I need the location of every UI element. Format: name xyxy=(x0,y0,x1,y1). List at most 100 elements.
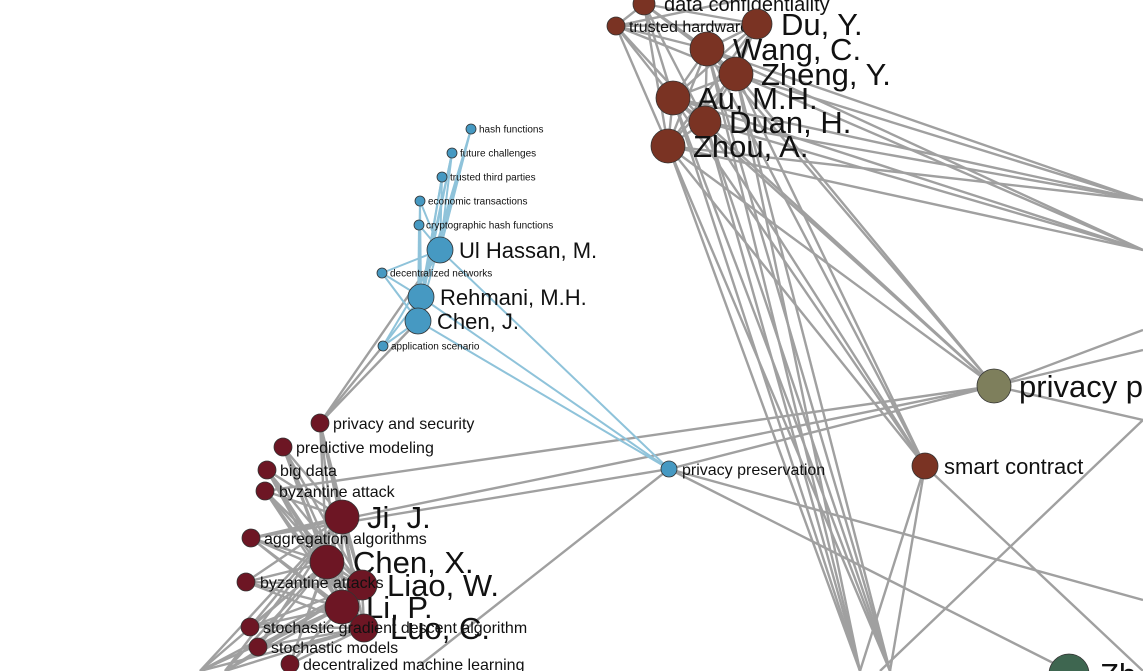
node-decentralized-machine-learning[interactable] xyxy=(280,654,300,671)
label-stochastic-gradient-descent-algorithm: stochastic gradient descent algorithm xyxy=(263,620,527,637)
node-chen-j[interactable] xyxy=(404,307,432,335)
edge xyxy=(888,465,927,671)
edge xyxy=(993,328,1143,388)
label-wang-c: Wang, C. xyxy=(733,32,861,67)
label-smart-contract: smart contract xyxy=(944,454,1083,479)
edge xyxy=(643,3,737,75)
label-future-challenges: future challenges xyxy=(460,149,536,160)
edge xyxy=(734,73,892,671)
label-economic-transactions: economic transactions xyxy=(428,197,528,208)
label-application-scenario: application scenario xyxy=(391,342,480,353)
edge xyxy=(704,120,1143,202)
label-chen-j: Chen, J. xyxy=(437,309,519,334)
edge xyxy=(266,469,363,586)
node-data-confidentiality[interactable] xyxy=(632,0,656,16)
label-zheng-y: Zheng, Y. xyxy=(761,57,891,92)
edge xyxy=(668,384,995,471)
node-privacy-and-security[interactable] xyxy=(310,413,330,433)
label-luo-c: Luo, C. xyxy=(390,611,490,646)
label-privacy-and-security: privacy and security xyxy=(333,416,474,433)
node-zh[interactable] xyxy=(1048,653,1090,671)
edge xyxy=(734,73,862,671)
label-au-mh: Au, M.H. xyxy=(697,81,818,116)
edge xyxy=(666,145,892,671)
node-li-p[interactable] xyxy=(324,589,360,625)
node-predictive-modeling[interactable] xyxy=(273,437,293,457)
node-future-challenges[interactable] xyxy=(446,147,458,159)
label-du-y: Du, Y. xyxy=(781,7,863,42)
edge xyxy=(417,320,670,470)
node-wang-c[interactable] xyxy=(689,31,725,67)
edge xyxy=(615,25,706,123)
edge xyxy=(993,384,1143,422)
label-privacy-preservation: privacy preservation xyxy=(682,462,825,479)
label-ji-j: Ji, J. xyxy=(367,500,431,535)
edge xyxy=(703,121,892,671)
node-zhou-a[interactable] xyxy=(650,128,686,164)
edge xyxy=(256,516,344,648)
node-byzantine-attack[interactable] xyxy=(255,481,275,501)
node-du-y[interactable] xyxy=(741,8,773,40)
edge xyxy=(199,561,328,671)
edge xyxy=(264,490,363,586)
edge xyxy=(265,469,344,608)
edge xyxy=(319,345,384,424)
label-aggregation-algorithms: aggregation algorithms xyxy=(264,531,427,548)
node-duan-h[interactable] xyxy=(688,105,722,139)
node-hash-functions[interactable] xyxy=(465,123,477,135)
edge xyxy=(704,121,995,387)
node-decentralized-networks[interactable] xyxy=(376,267,388,279)
edge xyxy=(993,348,1143,388)
edge xyxy=(671,97,862,671)
label-big-data: big data xyxy=(280,463,337,480)
edge xyxy=(224,516,343,671)
edge xyxy=(668,467,1070,671)
node-privacy-p[interactable] xyxy=(976,368,1012,404)
node-stochastic-gradient-descent-algorithm[interactable] xyxy=(240,617,260,637)
edge xyxy=(704,120,1143,252)
node-chen-x[interactable] xyxy=(309,544,345,580)
edge xyxy=(319,320,419,424)
node-zheng-y[interactable] xyxy=(718,56,754,92)
node-liao-w[interactable] xyxy=(346,569,378,601)
node-ji-j[interactable] xyxy=(324,499,360,535)
edge xyxy=(250,384,995,540)
edge xyxy=(615,0,741,28)
node-smart-contract[interactable] xyxy=(911,452,939,480)
edge xyxy=(735,72,1143,202)
edge xyxy=(668,467,1143,602)
node-trusted-third-parties[interactable] xyxy=(436,171,448,183)
label-chen-x: Chen, X. xyxy=(353,545,474,580)
node-privacy-preservation[interactable] xyxy=(660,460,678,478)
node-aggregation-algorithms[interactable] xyxy=(241,528,261,548)
edge xyxy=(924,465,1143,671)
label-cryptographic-hash-functions: cryptographic hash functions xyxy=(426,221,553,232)
node-trusted-hardwares[interactable] xyxy=(606,16,626,36)
label-byzantine-attacks: byzantine attacks xyxy=(260,575,384,592)
node-big-data[interactable] xyxy=(257,460,277,480)
edge xyxy=(735,72,1143,252)
label-byzantine-attack: byzantine attack xyxy=(279,484,396,501)
node-economic-transactions[interactable] xyxy=(414,195,426,207)
label-hash-functions: hash functions xyxy=(479,125,544,136)
label-privacy-p: privacy p xyxy=(1019,369,1143,404)
node-au-mh[interactable] xyxy=(655,80,691,116)
node-luo-c[interactable] xyxy=(349,613,379,643)
edge xyxy=(705,48,862,671)
edge xyxy=(420,296,670,470)
edge xyxy=(879,419,1143,671)
node-rehmani-mh[interactable] xyxy=(407,283,435,311)
node-byzantine-attacks[interactable] xyxy=(236,572,256,592)
edge xyxy=(250,536,363,587)
edge xyxy=(439,249,670,470)
node-ul-hassan-m[interactable] xyxy=(426,236,454,264)
node-cryptographic-hash-functions[interactable] xyxy=(413,219,425,231)
label-liao-w: Liao, W. xyxy=(387,568,499,603)
edge xyxy=(705,48,892,671)
node-stochastic-models[interactable] xyxy=(248,637,268,657)
label-rehmani-mh: Rehmani, M.H. xyxy=(440,285,587,310)
label-ul-hassan-m: Ul Hassan, M. xyxy=(459,238,597,263)
node-application-scenario[interactable] xyxy=(377,340,389,352)
edge xyxy=(705,48,927,467)
